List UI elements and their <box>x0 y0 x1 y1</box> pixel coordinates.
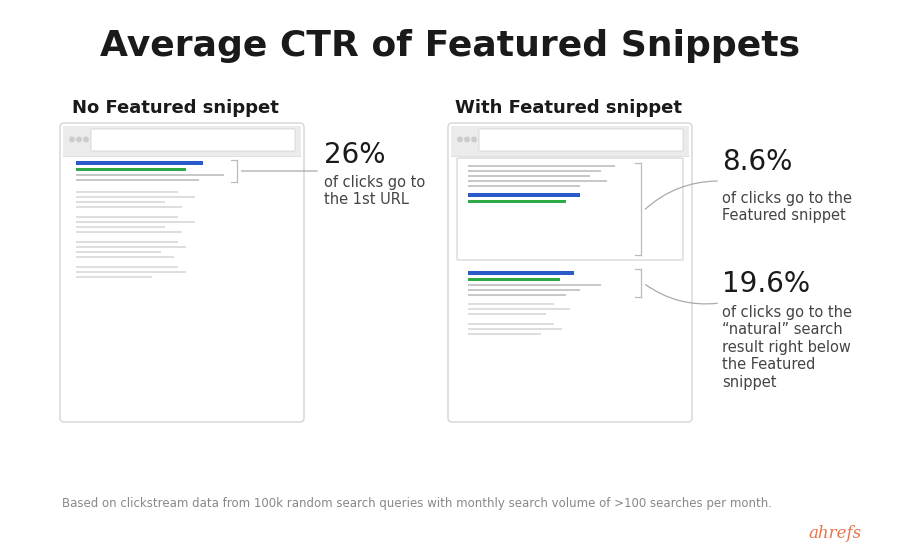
Text: No Featured snippet: No Featured snippet <box>72 99 279 117</box>
FancyBboxPatch shape <box>457 158 683 260</box>
Text: 19.6%: 19.6% <box>722 270 810 298</box>
Bar <box>76 276 152 278</box>
Bar <box>76 266 178 268</box>
Bar <box>76 271 186 273</box>
Bar <box>76 231 182 233</box>
Bar <box>468 278 560 281</box>
Bar <box>76 246 186 248</box>
Bar <box>468 328 562 330</box>
Bar <box>468 333 542 335</box>
Bar <box>468 170 600 172</box>
Circle shape <box>458 137 463 142</box>
Bar <box>468 200 566 203</box>
Bar <box>76 226 165 228</box>
Bar <box>468 185 580 187</box>
Bar <box>468 271 574 275</box>
Bar <box>468 303 554 305</box>
Circle shape <box>76 137 81 142</box>
Text: Average CTR of Featured Snippets: Average CTR of Featured Snippets <box>100 29 800 63</box>
Text: Based on clickstream data from 100k random search queries with monthly search vo: Based on clickstream data from 100k rand… <box>62 498 772 510</box>
Text: ahrefs: ahrefs <box>809 525 862 543</box>
Text: of clicks go to the
Featured snippet: of clicks go to the Featured snippet <box>722 191 852 224</box>
Bar <box>76 191 178 193</box>
Bar <box>76 174 224 176</box>
FancyBboxPatch shape <box>60 123 304 422</box>
Bar <box>76 206 182 208</box>
Circle shape <box>472 137 476 142</box>
Bar <box>468 180 607 182</box>
Bar <box>76 201 165 203</box>
Bar <box>468 323 554 325</box>
Bar <box>468 294 566 296</box>
Bar <box>76 216 178 218</box>
FancyBboxPatch shape <box>479 129 683 151</box>
Bar <box>468 165 615 167</box>
Bar <box>468 284 600 286</box>
Bar <box>468 289 580 291</box>
Text: With Featured snippet: With Featured snippet <box>455 99 682 117</box>
Bar <box>468 175 590 177</box>
Bar <box>76 251 161 253</box>
Text: 26%: 26% <box>324 141 385 169</box>
FancyBboxPatch shape <box>91 129 295 151</box>
Bar <box>76 256 174 258</box>
Bar <box>76 221 194 223</box>
Bar <box>76 179 199 181</box>
Bar <box>468 308 570 310</box>
Bar <box>76 161 203 165</box>
Bar <box>451 126 689 156</box>
Circle shape <box>84 137 88 142</box>
Bar <box>76 196 194 198</box>
Text: 8.6%: 8.6% <box>722 148 792 176</box>
Bar <box>63 126 301 156</box>
Text: of clicks go to the
“natural” search
result right below
the Featured
snippet: of clicks go to the “natural” search res… <box>722 305 852 390</box>
Bar <box>76 168 186 171</box>
FancyBboxPatch shape <box>448 123 692 422</box>
Circle shape <box>70 137 74 142</box>
Text: of clicks go to
the 1st URL: of clicks go to the 1st URL <box>324 175 425 207</box>
Circle shape <box>464 137 469 142</box>
Bar <box>76 241 178 243</box>
Bar <box>468 313 545 315</box>
Bar <box>468 193 580 196</box>
